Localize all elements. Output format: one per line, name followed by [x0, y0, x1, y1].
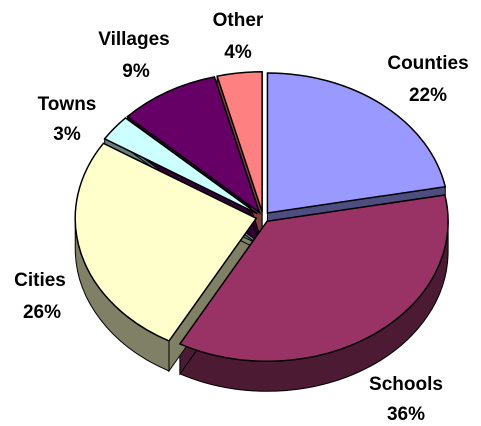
slice-label-cities: Cities — [14, 270, 66, 291]
slice-label-towns: Towns — [38, 94, 97, 115]
slice-label-villages: Villages — [98, 29, 169, 50]
slice-towns — [103, 117, 258, 215]
slice-value-towns: 3% — [53, 124, 81, 145]
slice-label-schools: Schools — [369, 374, 443, 395]
slice-label-other: Other — [213, 10, 264, 31]
slice-villages — [126, 76, 261, 215]
pie-labels: Counties 22% Schools 36% Cities 26% Town… — [14, 10, 469, 425]
slice-cities — [74, 142, 258, 342]
slice-value-schools: 36% — [387, 404, 425, 425]
pie-tops — [74, 71, 449, 362]
slice-value-cities: 26% — [23, 302, 61, 323]
slice-value-villages: 9% — [122, 61, 150, 82]
slice-value-other: 4% — [224, 42, 252, 63]
slice-other — [216, 71, 263, 213]
slice-counties — [266, 72, 447, 214]
slice-value-counties: 22% — [409, 85, 447, 106]
slice-schools — [178, 194, 449, 362]
slice-label-counties: Counties — [387, 53, 468, 74]
